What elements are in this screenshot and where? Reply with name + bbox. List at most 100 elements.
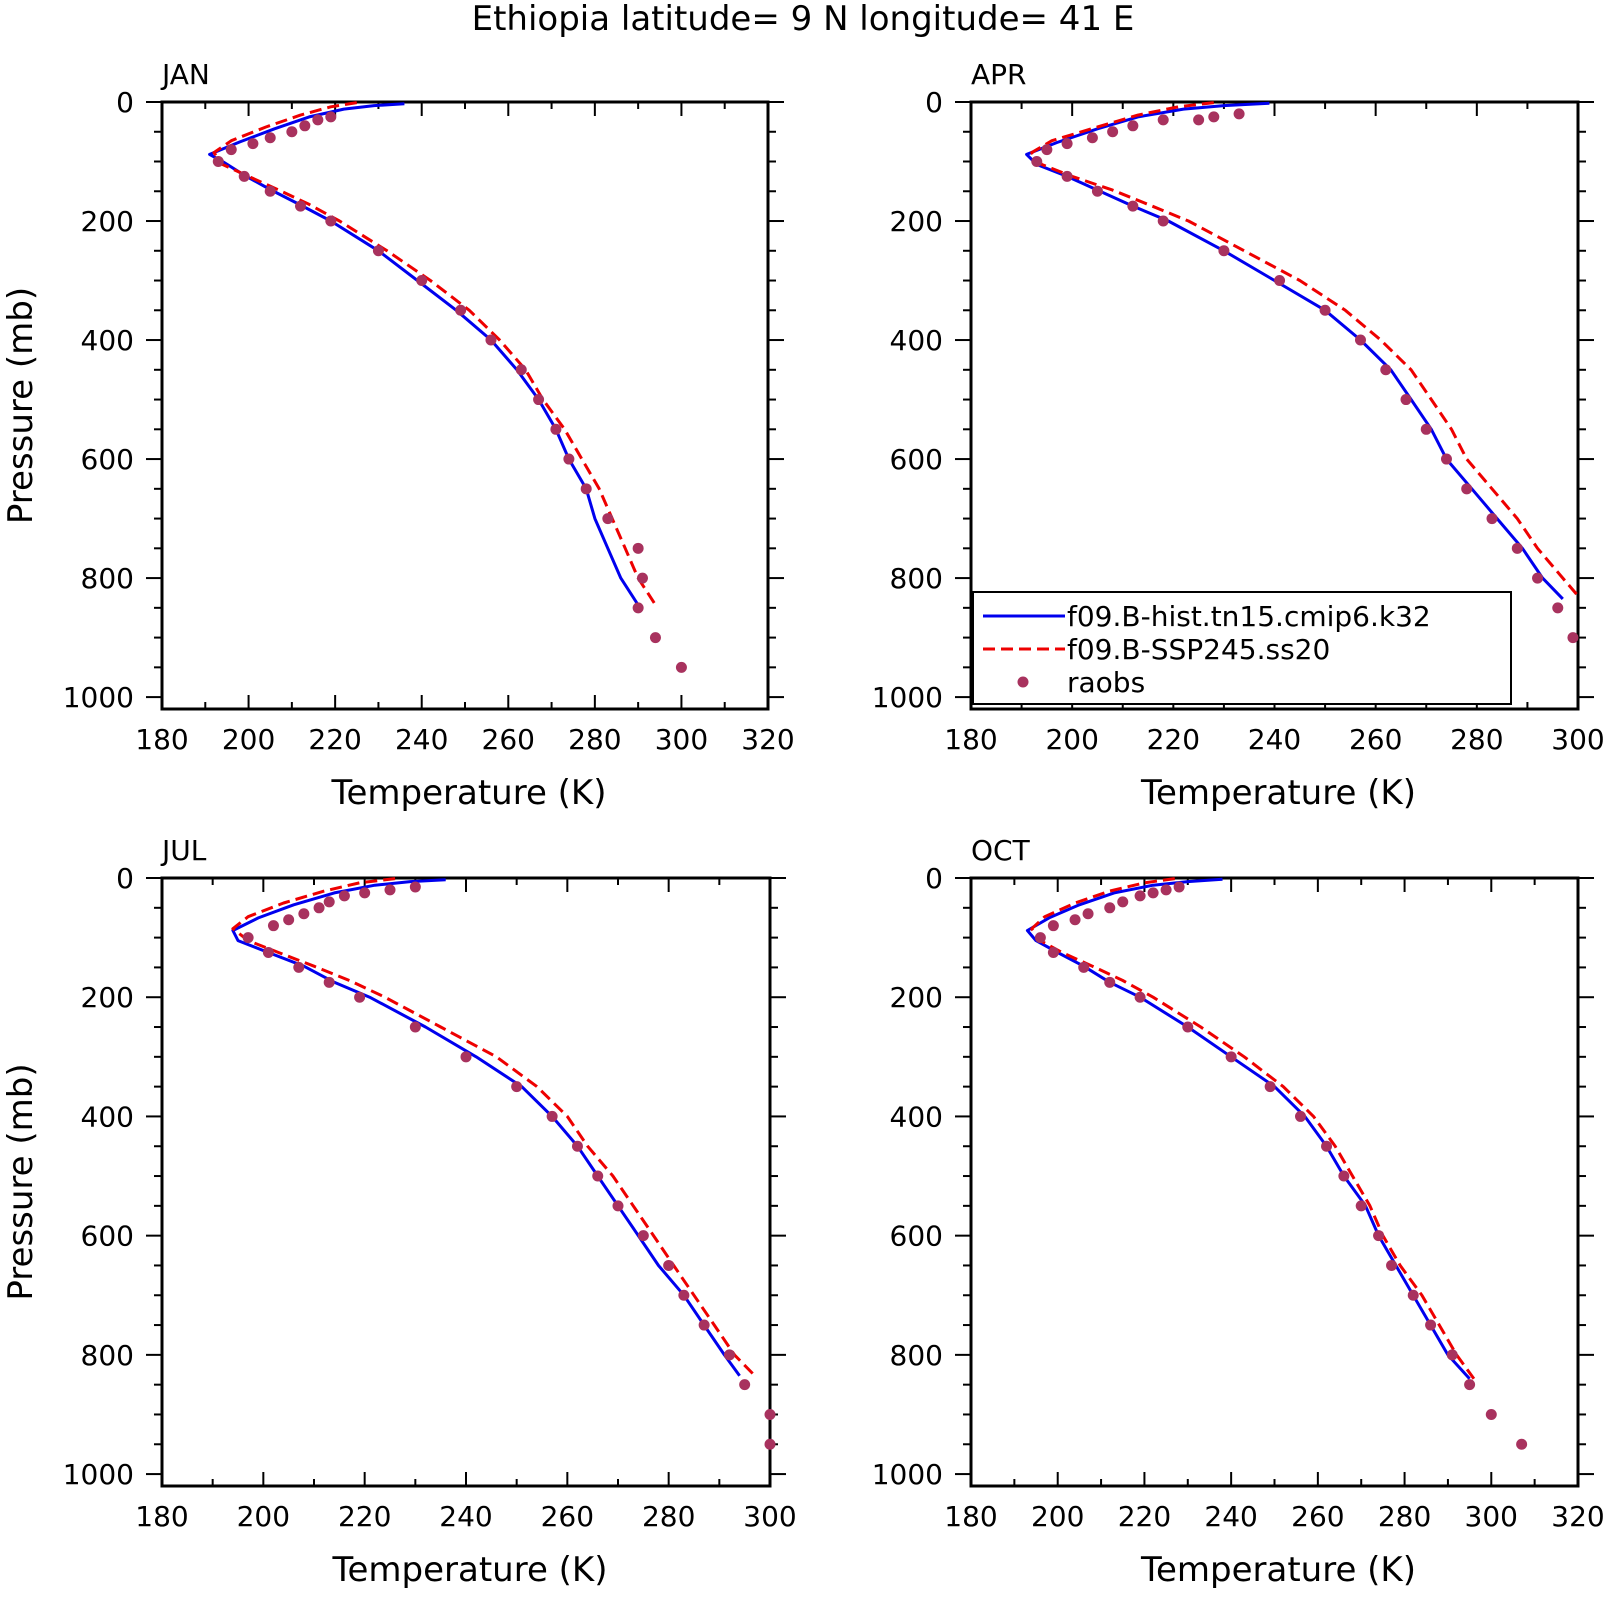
raobs-point xyxy=(533,394,545,406)
raobs-point xyxy=(409,881,421,893)
raobs-point xyxy=(1440,453,1452,465)
x-tick-label: 300 xyxy=(1551,723,1604,756)
x-tick-label: 200 xyxy=(237,1500,290,1533)
y-tick-label: 600 xyxy=(81,1220,134,1253)
raobs-point xyxy=(1104,976,1116,988)
raobs-point xyxy=(1193,114,1205,126)
x-tick-label: 240 xyxy=(1204,1500,1257,1533)
x-tick-label: 300 xyxy=(1465,1500,1518,1533)
ssp245-line xyxy=(1030,877,1476,1380)
x-tick-label: 220 xyxy=(338,1500,391,1533)
raobs-point xyxy=(602,513,614,525)
y-tick-label: 1000 xyxy=(63,1458,134,1491)
x-tick-label: 180 xyxy=(944,1500,997,1533)
raobs-point xyxy=(546,1110,558,1122)
x-tick-label: 240 xyxy=(439,1500,492,1533)
ssp245-line xyxy=(212,101,657,606)
x-tick-label: 300 xyxy=(655,723,708,756)
y-tick-label: 400 xyxy=(890,1100,943,1133)
y-tick-label: 0 xyxy=(925,862,943,895)
raobs-point xyxy=(238,170,250,182)
y-axis-title: Pressure (mb) xyxy=(1,1063,41,1300)
y-tick-label: 800 xyxy=(890,1339,943,1372)
raobs-point xyxy=(1511,542,1523,554)
raobs-point xyxy=(1400,394,1412,406)
raobs-point xyxy=(1104,902,1116,914)
raobs-point xyxy=(1078,961,1090,973)
raobs-point xyxy=(1173,881,1185,893)
raobs-point xyxy=(1031,156,1043,168)
y-tick-label: 600 xyxy=(890,1220,943,1253)
raobs-point xyxy=(592,1170,604,1182)
raobs-point xyxy=(1160,884,1172,896)
x-tick-label: 260 xyxy=(541,1500,594,1533)
raobs-point xyxy=(242,932,254,944)
raobs-point xyxy=(1134,890,1146,902)
y-tick-label: 800 xyxy=(81,1339,134,1372)
y-tick-label: 800 xyxy=(81,562,134,595)
raobs-point xyxy=(1041,144,1053,156)
plot-frame xyxy=(969,876,1580,1488)
y-tick-label: 400 xyxy=(81,1100,134,1133)
raobs-point xyxy=(1069,914,1081,926)
raobs-point xyxy=(1127,200,1139,212)
y-tick-label: 200 xyxy=(890,205,943,238)
raobs-point xyxy=(632,542,644,554)
raobs-point xyxy=(283,914,295,926)
y-tick-label: 0 xyxy=(925,86,943,119)
raobs-point xyxy=(1354,334,1366,346)
raobs-point xyxy=(764,1438,776,1450)
raobs-point xyxy=(1461,483,1473,495)
raobs-point xyxy=(515,364,527,376)
raobs-point xyxy=(212,156,224,168)
panel-label: APR xyxy=(971,58,1027,91)
raobs-point xyxy=(675,661,687,673)
raobs-point xyxy=(325,111,337,123)
raobs-point xyxy=(295,200,307,212)
raobs-point xyxy=(1446,1349,1458,1361)
y-tick-label: 200 xyxy=(81,981,134,1014)
raobs-point xyxy=(1134,991,1146,1003)
raobs-point xyxy=(649,632,661,644)
raobs-point xyxy=(299,120,311,132)
raobs-point xyxy=(354,991,366,1003)
hist-line xyxy=(208,102,640,606)
raobs-point xyxy=(1567,632,1579,644)
raobs-point xyxy=(1061,138,1073,150)
y-tick-label: 1000 xyxy=(63,681,134,714)
panel-label: JUL xyxy=(160,834,207,867)
x-tick-label: 280 xyxy=(1450,723,1503,756)
panel-apr: 180 200 220 240 260 280 300 0 200 400 600 800 1000 AP… xyxy=(872,58,1605,813)
raobs-point xyxy=(1407,1289,1419,1301)
raobs-point xyxy=(267,920,279,932)
y-tick-label: 200 xyxy=(81,205,134,238)
raobs-point xyxy=(1380,364,1392,376)
raobs-point xyxy=(764,1408,776,1420)
panel-label: OCT xyxy=(971,834,1031,867)
plot-frame xyxy=(160,876,772,1488)
raobs-point xyxy=(1091,185,1103,197)
x-tick-label: 320 xyxy=(1551,1500,1604,1533)
raobs-point xyxy=(313,902,325,914)
raobs-point xyxy=(571,1140,583,1152)
raobs-point xyxy=(338,890,350,902)
hist-line xyxy=(231,878,741,1377)
raobs-point xyxy=(312,114,324,126)
legend: f09.B-hist.tn15.cmip6.k32f09.B-SSP245.ss… xyxy=(972,591,1512,705)
raobs-point xyxy=(1157,215,1169,227)
raobs-point xyxy=(612,1200,624,1212)
raobs-point xyxy=(247,138,259,150)
raobs-point xyxy=(1264,1081,1276,1093)
x-tick-label: 200 xyxy=(1045,723,1098,756)
raobs-point xyxy=(1338,1170,1350,1182)
raobs-point xyxy=(1274,275,1286,287)
y-tick-label: 800 xyxy=(890,562,943,595)
raobs-point xyxy=(563,453,575,465)
raobs-point xyxy=(1532,572,1544,584)
raobs-point xyxy=(455,304,467,316)
panels-group: 180 200 220 240 260 280 300 320 0 200 400 600 800 100… xyxy=(1,58,1605,1590)
x-tick-label: 200 xyxy=(1031,1500,1084,1533)
raobs-point xyxy=(1425,1319,1437,1331)
raobs-point xyxy=(1420,423,1432,435)
